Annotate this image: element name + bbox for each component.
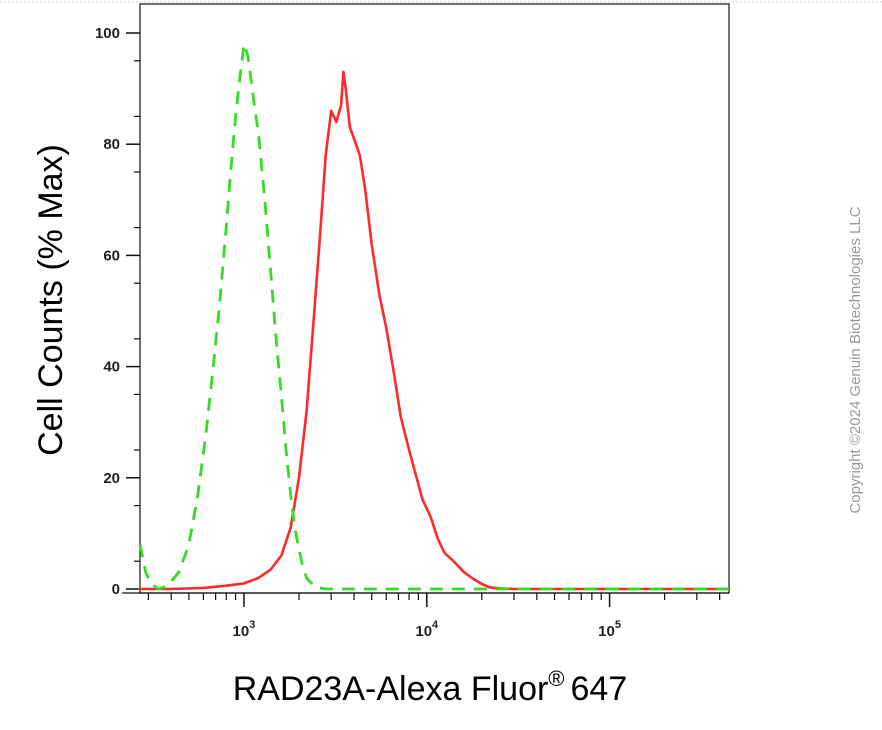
y-tick-label: 80 (103, 136, 120, 153)
y-tick-label: 40 (103, 359, 120, 376)
copyright-text: Copyright ©2024 Genuin Biotechnologies L… (847, 206, 864, 513)
x-axis: 103 104 105 (122, 592, 729, 640)
x-tick-label: 104 (415, 619, 439, 640)
y-axis-title: Cell Counts (% Max) (32, 144, 70, 456)
x-tick-label: 105 (598, 619, 621, 640)
x-tick-label: 103 (233, 619, 256, 640)
series-layer (138, 42, 731, 591)
x-axis-title-superscript: ® (548, 666, 564, 691)
x-axis-title-suffix: 647 (571, 670, 628, 708)
y-tick-label: 60 (103, 247, 120, 264)
isotype-control-curve (138, 42, 729, 591)
y-tick-label: 20 (103, 470, 120, 487)
y-tick-label: 0 (112, 581, 120, 598)
plot-frame (139, 3, 730, 594)
x-axis-title: RAD23A-Alexa Fluor® 647 (233, 666, 628, 708)
x-axis-title-main: RAD23A-Alexa Fluor (233, 670, 549, 708)
y-axis: 0 20 40 60 80 100 (95, 25, 140, 598)
sample-curve (138, 70, 731, 591)
y-tick-label: 100 (95, 25, 120, 42)
